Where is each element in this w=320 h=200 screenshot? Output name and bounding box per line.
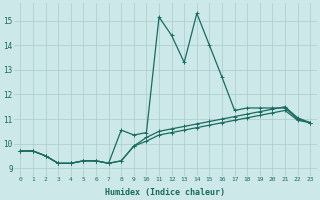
X-axis label: Humidex (Indice chaleur): Humidex (Indice chaleur) <box>105 188 225 197</box>
